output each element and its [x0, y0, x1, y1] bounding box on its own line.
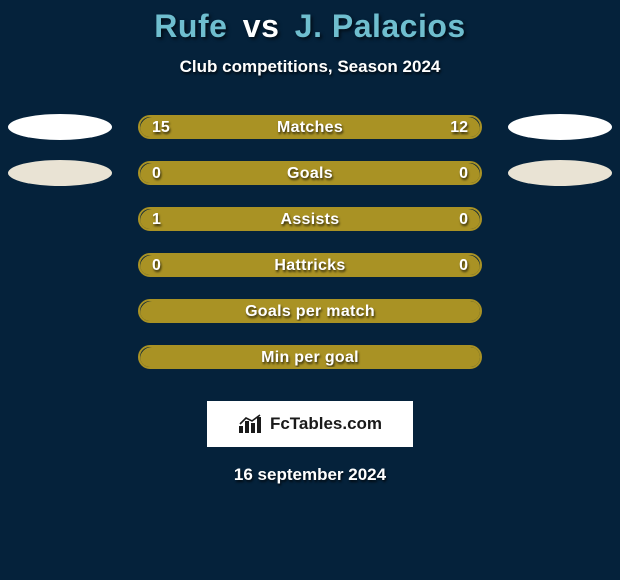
player2-disc: [508, 114, 612, 140]
player1-disc: [8, 160, 112, 186]
stat-value-right: 0: [459, 211, 468, 229]
stat-row: Min per goal: [0, 345, 620, 391]
stat-value-left: 1: [152, 211, 161, 229]
stat-bar-track: Matches15 12: [138, 115, 482, 139]
player1-disc: [8, 114, 112, 140]
stat-label: Assists: [140, 211, 480, 229]
vs-label: vs: [243, 8, 280, 44]
watermark-text: FcTables.com: [270, 414, 382, 434]
comparison-infographic: Rufe vs J. Palacios Club competitions, S…: [0, 0, 620, 580]
page-title: Rufe vs J. Palacios: [0, 0, 620, 45]
player1-name: Rufe: [154, 8, 227, 44]
stat-value-left: 0: [152, 165, 161, 183]
date-label: 16 september 2024: [0, 465, 620, 485]
stat-row: Hattricks0 0: [0, 253, 620, 299]
stat-value-right: 0: [459, 257, 468, 275]
stat-label: Goals per match: [140, 303, 480, 321]
stat-rows: Matches1512Goals00Assists10Hattricks00Go…: [0, 115, 620, 391]
stat-row: Assists1 0: [0, 207, 620, 253]
stat-row: Matches15 12: [0, 115, 620, 161]
stat-value-left: 0: [152, 257, 161, 275]
player2-disc: [508, 160, 612, 186]
stat-value-right: 12: [450, 119, 468, 137]
stat-bar-track: Goals per match: [138, 299, 482, 323]
watermark: FcTables.com: [207, 401, 413, 447]
subtitle: Club competitions, Season 2024: [0, 57, 620, 77]
watermark-icon: [238, 414, 264, 434]
stat-value-left: 15: [152, 119, 170, 137]
player2-name: J. Palacios: [295, 8, 466, 44]
stat-label: Goals: [140, 165, 480, 183]
stat-row: Goals per match: [0, 299, 620, 345]
stat-label: Matches: [140, 119, 480, 137]
stat-label: Min per goal: [140, 349, 480, 367]
stat-row: Goals0 0: [0, 161, 620, 207]
stat-value-right: 0: [459, 165, 468, 183]
stat-label: Hattricks: [140, 257, 480, 275]
stat-bar-track: Goals0 0: [138, 161, 482, 185]
stat-bar-track: Min per goal: [138, 345, 482, 369]
stat-bar-track: Assists1 0: [138, 207, 482, 231]
stat-bar-track: Hattricks0 0: [138, 253, 482, 277]
